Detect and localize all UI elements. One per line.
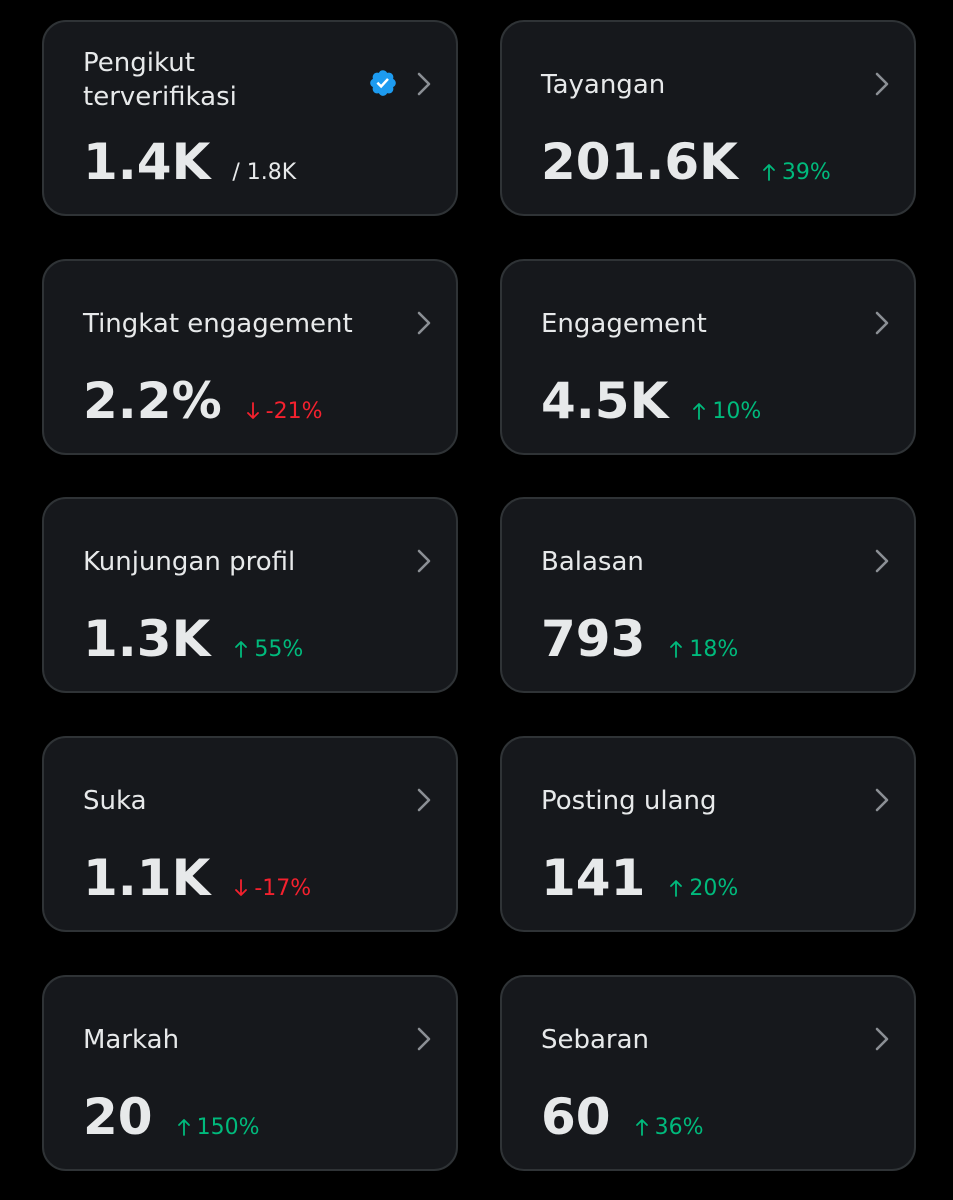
chevron-right-icon [875, 311, 889, 335]
arrow-up-icon [177, 1119, 190, 1136]
metric-title: Posting ulang [541, 786, 717, 816]
metric-value: 1.3K [83, 610, 211, 668]
metric-delta: 39% [762, 160, 831, 185]
verified-badge-icon [370, 70, 396, 96]
chevron-right-icon [417, 72, 431, 96]
metric-card-sebaran[interactable]: Sebaran 60 36% [500, 975, 916, 1171]
metric-delta-value: 18% [689, 637, 739, 662]
metric-value: 1.1K [83, 849, 211, 907]
metric-title: Pengikut terverifikasi [83, 48, 237, 112]
metric-title: Balasan [541, 547, 644, 577]
metric-value: 20 [83, 1088, 153, 1146]
metric-delta-value: 36% [654, 1115, 704, 1140]
metric-delta: -21% [246, 399, 323, 424]
metric-title: Engagement [541, 309, 707, 339]
arrow-up-icon [235, 641, 248, 658]
metric-card-balasan[interactable]: Balasan 793 18% [500, 497, 916, 693]
chevron-right-icon [417, 311, 431, 335]
chevron-right-icon [875, 1027, 889, 1051]
metric-delta-value: 20% [689, 876, 739, 901]
arrow-down-icon [246, 402, 259, 419]
metric-delta: 20% [669, 876, 738, 901]
arrow-up-icon [763, 164, 775, 181]
metric-delta-value: 150% [196, 1115, 260, 1140]
arrow-up-icon [670, 880, 683, 897]
arrow-up-icon [670, 641, 683, 658]
metric-card-markah[interactable]: Markah 20 150% [42, 975, 458, 1171]
metric-delta-value: -17% [254, 876, 312, 901]
arrow-up-icon [635, 1119, 648, 1136]
chevron-right-icon [875, 72, 889, 96]
metric-delta-value: 39% [781, 160, 831, 185]
metric-card-tingkat-engagement[interactable]: Tingkat engagement 2.2% -21% [42, 259, 458, 455]
metric-card-engagement[interactable]: Engagement 4.5K 10% [500, 259, 916, 455]
metric-value: 1.4K [83, 133, 211, 191]
metric-delta: -17% [234, 876, 311, 901]
arrow-up-icon [693, 403, 706, 420]
chevron-right-icon [417, 788, 431, 812]
metric-total: / 1.8K [232, 160, 297, 185]
metric-value: 201.6K [541, 133, 738, 191]
metric-title: Kunjungan profil [83, 547, 296, 577]
arrow-down-icon [235, 879, 248, 896]
chevron-right-icon [417, 549, 431, 573]
metric-card-pengikut[interactable]: Pengikut terverifikasi 1.4K / 1.8K [42, 20, 458, 216]
metric-value: 4.5K [541, 372, 669, 430]
metric-delta: 55% [234, 637, 303, 662]
metric-value: 2.2% [83, 372, 222, 430]
metric-card-tayangan[interactable]: Tayangan 201.6K 39% [500, 20, 916, 216]
metric-delta: 18% [669, 637, 738, 662]
metric-card-posting-ulang[interactable]: Posting ulang 141 20% [500, 736, 916, 932]
chevron-right-icon [417, 1027, 431, 1051]
metric-value: 793 [541, 610, 646, 668]
metric-title: Tingkat engagement [83, 309, 353, 339]
metric-value: 60 [541, 1088, 611, 1146]
metric-delta: 150% [177, 1115, 260, 1140]
metric-card-suka[interactable]: Suka 1.1K -17% [42, 736, 458, 932]
metric-card-kunjungan-profil[interactable]: Kunjungan profil 1.3K 55% [42, 497, 458, 693]
metric-value: 141 [541, 849, 646, 907]
metric-delta-value: 10% [712, 399, 762, 424]
chevron-right-icon [875, 549, 889, 573]
metric-title: Sebaran [541, 1025, 650, 1055]
metric-delta-value: 55% [254, 637, 304, 662]
metric-delta-value: -21% [265, 399, 323, 424]
metric-delta: 36% [635, 1115, 704, 1140]
metric-title: Tayangan [541, 70, 666, 100]
metric-title: Suka [83, 786, 147, 816]
metric-delta: 10% [692, 399, 761, 424]
chevron-right-icon [875, 788, 889, 812]
metric-title: Markah [83, 1025, 180, 1055]
